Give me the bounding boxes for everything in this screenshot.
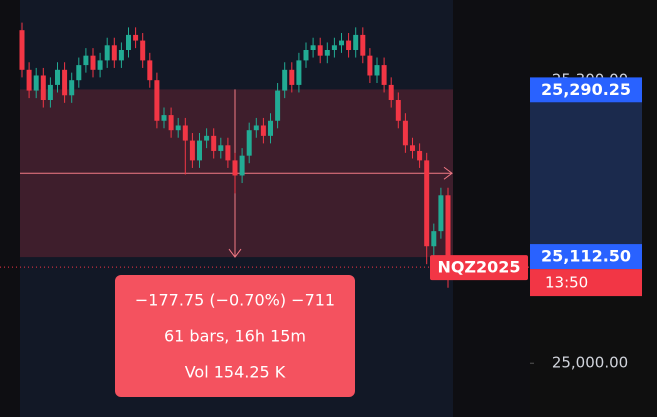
candle-body [197,140,202,161]
candle-body [374,65,380,76]
measure-tooltip [115,275,355,397]
candle-body [410,145,415,151]
candle-body [154,80,160,121]
candle-body [62,69,68,96]
candle-body [310,45,316,51]
measure-text: −177.75 (−0.70%) −711 [135,291,335,310]
candle-body [225,145,231,161]
candle-body [239,155,245,176]
candle-body [33,75,39,91]
candle-body [253,125,259,131]
candle-body [232,160,238,176]
candle-body [438,195,444,232]
candle-body [324,50,330,56]
symbol-label: NQZ2025 [437,258,520,277]
candle-body [40,75,46,101]
candle-body [268,120,273,136]
measure-arrow [228,248,242,258]
candle-body [69,80,75,96]
candle-body [402,120,408,146]
measure-text: 61 bars, 16h 15m [164,327,306,346]
candle-body [346,40,352,51]
candle-body [76,65,82,81]
symbol-bg [430,255,528,281]
candle-body [417,150,423,161]
candle-body [175,125,181,131]
candle-body [211,135,217,151]
candle-body [133,34,139,41]
candle-body [395,100,401,121]
candle-body [381,65,387,85]
price-label: 25,112.50 [541,247,631,266]
range-axis-band [530,102,642,246]
candle-body [19,30,25,70]
candle-body [360,34,366,56]
candle-body [246,130,252,156]
countdown-bg [530,269,642,297]
candle-body [445,195,451,256]
y-tick-label: 25,000.00 [552,354,628,372]
measure-arrow [443,166,453,180]
candle-body [140,40,146,61]
candle-body [26,69,32,91]
price-label: 25,290.25 [541,80,631,99]
candle-body [331,45,337,51]
candle-body [104,45,110,61]
candle-body [147,60,153,81]
measure-text: Vol 154.25 K [185,363,286,382]
candle-body [47,84,53,101]
candle-body [339,40,344,46]
candle-body [97,60,103,70]
candle-body [90,55,96,70]
candle-body [303,50,309,61]
candle-body [296,60,302,85]
candle-body [168,115,174,131]
candle-body [126,34,131,51]
countdown: 13:50 [545,274,588,292]
candle-body [353,34,359,51]
candle-body [189,140,195,161]
candle-body [118,50,124,61]
candle-body [218,145,224,151]
candle-body [204,135,210,141]
price-label-bg [530,77,642,103]
candle-body [424,160,430,247]
candle-body [260,125,266,136]
candle-body [289,69,295,85]
candle-body [111,45,117,61]
candle-body [275,90,281,121]
price-label-bg [530,244,642,270]
candle-body [282,69,288,91]
candle-body [388,84,394,101]
candle-body [83,55,89,66]
candle-body [317,45,323,56]
candle-body [367,55,373,76]
candle-body [55,69,60,85]
candle-body [182,125,188,141]
candle-body [431,231,437,247]
candle-body [161,115,167,121]
